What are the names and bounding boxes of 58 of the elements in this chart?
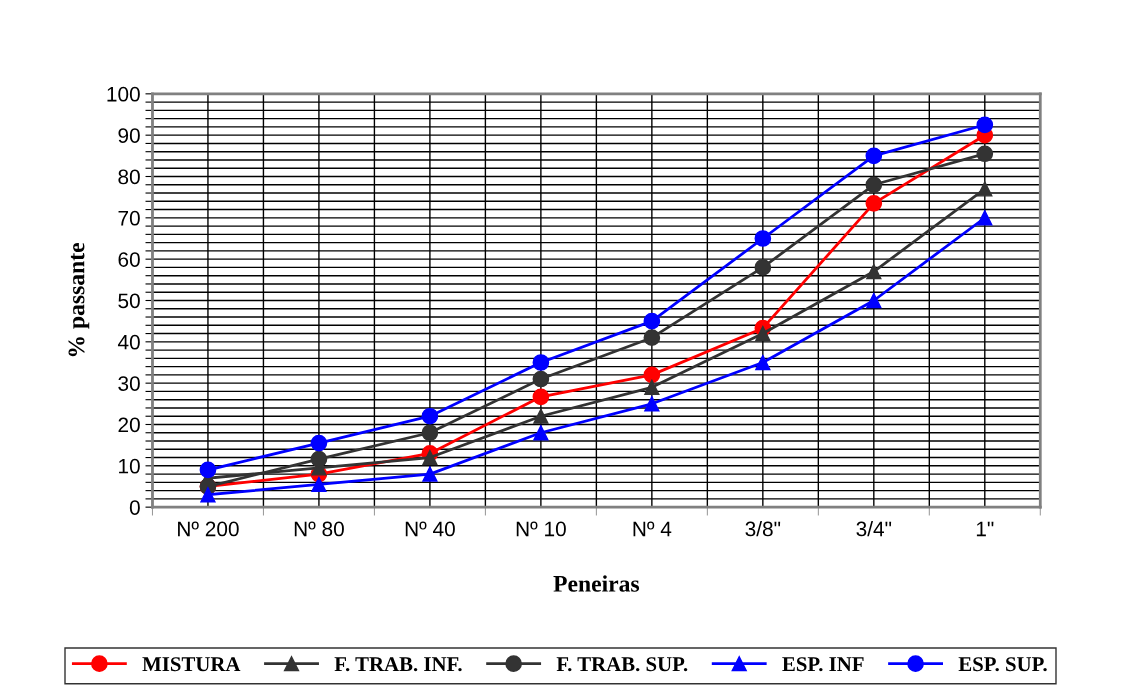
point bbox=[422, 466, 438, 482]
legend-label: ESP. SUP. bbox=[958, 657, 1047, 672]
point bbox=[532, 354, 550, 371]
y-tick-label: 60 bbox=[118, 252, 140, 267]
point bbox=[421, 424, 439, 442]
point bbox=[865, 195, 883, 212]
y-tick-label: 40 bbox=[117, 334, 140, 350]
y-tick-label: 90 bbox=[118, 128, 140, 143]
x-tick-label: Nº 4 bbox=[633, 521, 672, 537]
point bbox=[755, 354, 771, 371]
point bbox=[311, 476, 327, 493]
point bbox=[976, 116, 994, 134]
legend-label: F. TRAB. INF. bbox=[334, 657, 462, 672]
y-tick-label: 20 bbox=[118, 417, 140, 433]
point bbox=[866, 292, 882, 309]
y-tick-label: 70 bbox=[118, 210, 140, 226]
point bbox=[977, 181, 993, 197]
point bbox=[532, 370, 550, 388]
point bbox=[199, 461, 217, 479]
point bbox=[644, 396, 660, 412]
point bbox=[421, 407, 439, 425]
x-tick-label: Nº 80 bbox=[294, 521, 344, 537]
point bbox=[422, 449, 438, 466]
legend-label: MISTURA bbox=[142, 657, 241, 672]
point bbox=[643, 366, 661, 384]
point bbox=[644, 379, 660, 395]
point bbox=[200, 487, 216, 503]
y-tick-label: 80 bbox=[118, 169, 140, 185]
y-axis-title: % passante bbox=[68, 243, 90, 357]
point bbox=[865, 147, 883, 165]
legend-label: ESP. INF bbox=[782, 657, 864, 672]
point bbox=[754, 230, 772, 247]
point bbox=[866, 263, 882, 280]
point bbox=[755, 325, 771, 342]
x-axis-title: Peneiras bbox=[553, 575, 640, 592]
point bbox=[533, 425, 549, 441]
point bbox=[532, 388, 550, 406]
point bbox=[533, 408, 549, 424]
point bbox=[976, 145, 994, 163]
point bbox=[977, 210, 993, 226]
x-tick-label: 1" bbox=[976, 521, 994, 537]
y-tick-label: 30 bbox=[118, 376, 140, 391]
point bbox=[310, 434, 328, 452]
y-tick-label: 50 bbox=[118, 293, 140, 309]
point bbox=[310, 450, 328, 468]
point bbox=[643, 329, 661, 347]
x-tick-label: Nº 200 bbox=[178, 521, 239, 537]
legend-label: F. TRAB. SUP. bbox=[556, 657, 688, 672]
point bbox=[643, 312, 661, 330]
y-tick-label: 10 bbox=[119, 458, 140, 474]
x-tick-label: 3/8" bbox=[745, 521, 781, 537]
y-tick-label: 0 bbox=[129, 500, 140, 515]
point bbox=[754, 259, 772, 276]
x-tick-label: 3/4" bbox=[856, 521, 892, 537]
x-tick-label: Nº 40 bbox=[405, 521, 455, 537]
y-tick-label: 100 bbox=[107, 86, 140, 102]
x-tick-label: Nº 10 bbox=[516, 521, 566, 537]
point bbox=[865, 176, 883, 194]
